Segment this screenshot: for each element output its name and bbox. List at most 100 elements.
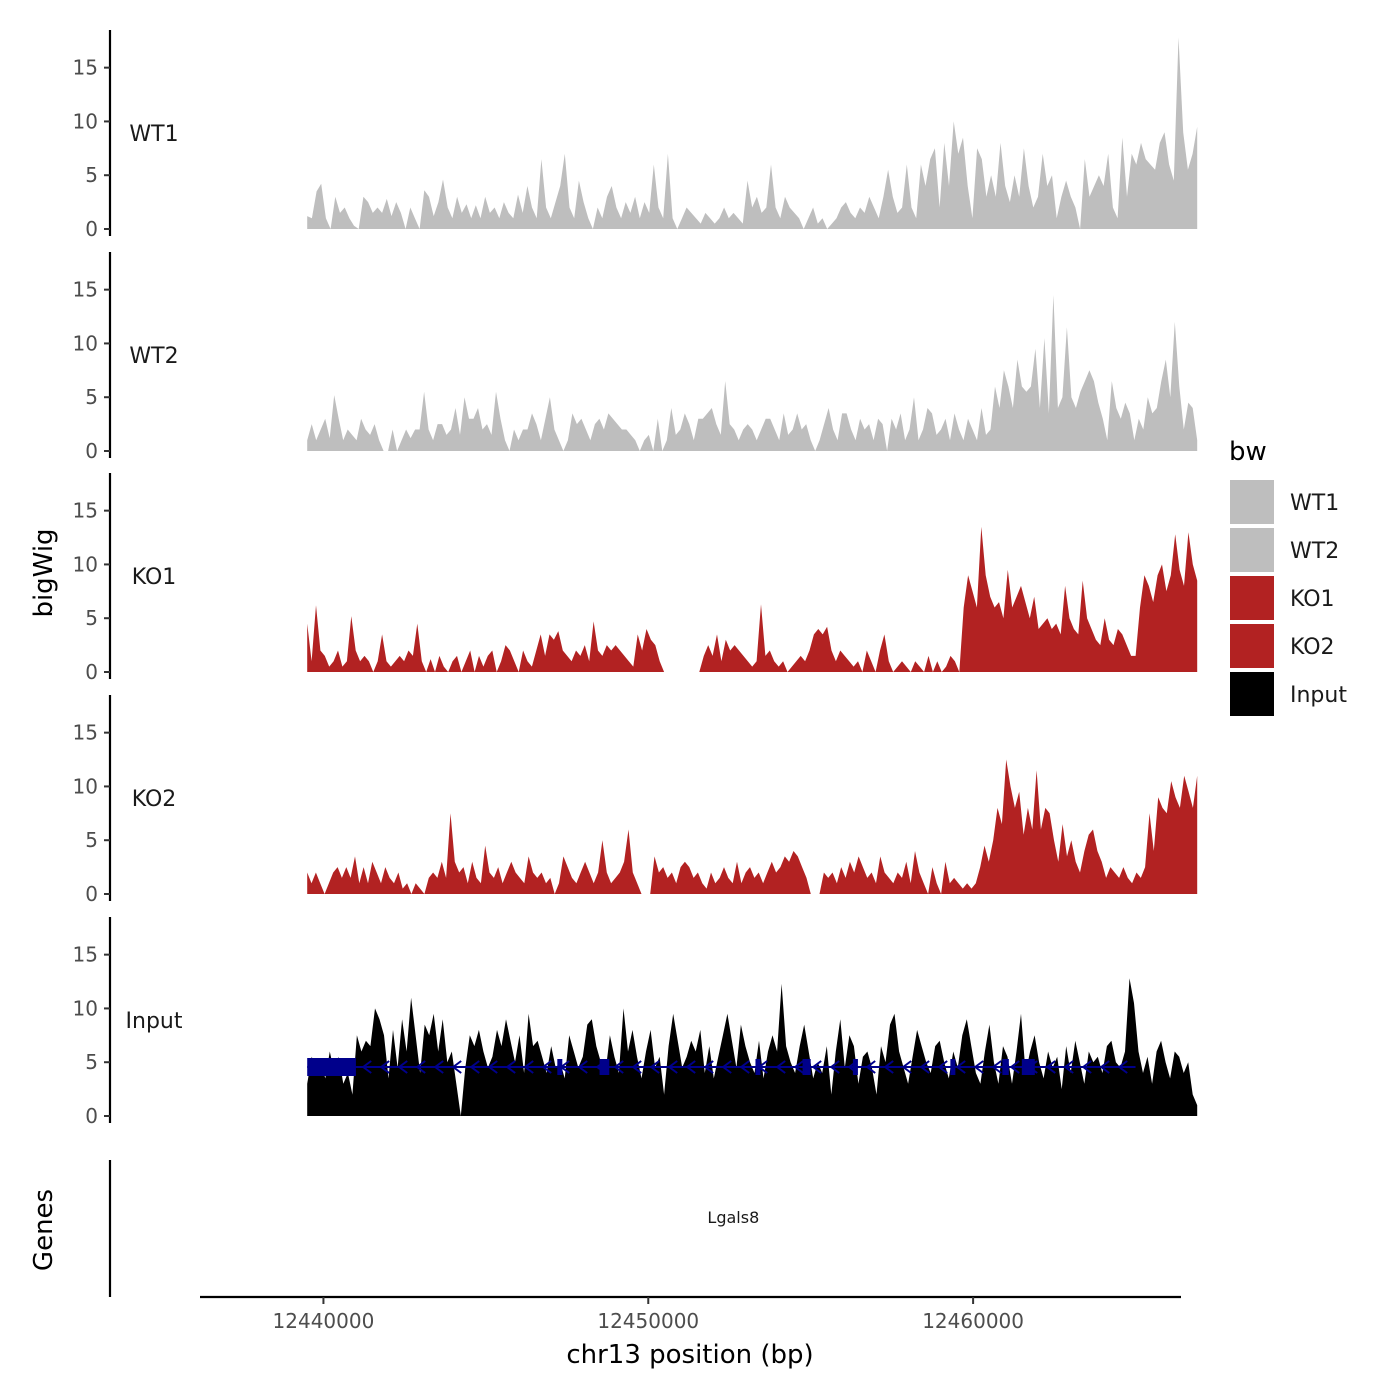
y-tick-label: 0: [85, 217, 98, 241]
y-tick-label: 15: [73, 56, 98, 80]
coverage-area-wt1: [307, 37, 1198, 229]
strand-arrow-icon: [469, 1060, 480, 1074]
strand-arrow-icon: [1081, 1060, 1092, 1074]
y-tick-label: 5: [85, 828, 98, 852]
strand-arrow-icon: [631, 1060, 642, 1074]
strand-arrow-icon: [919, 1060, 930, 1074]
gene-exon: [599, 1059, 610, 1075]
strand-arrow-icon: [865, 1060, 876, 1074]
track-label-wt2: WT2: [129, 344, 178, 369]
x-tick-label: 12460000: [922, 1309, 1024, 1333]
x-tick-label: 12440000: [273, 1309, 375, 1333]
y-tick-label: 0: [85, 439, 98, 463]
strand-arrow-icon: [613, 1060, 624, 1074]
coverage-area-ko2: [307, 759, 1198, 894]
legend: bw WT1 WT2 KO1 KO2 Input: [1229, 437, 1347, 716]
coverage-panels: 0 5 10 15 WT1 0 5 10 15 WT2 0 5 10 15 KO1 0 5 10 15 KO2 0 5 10…: [73, 30, 1198, 1128]
y-tick-label: 15: [73, 943, 98, 967]
track-label-wt1: WT1: [129, 122, 178, 147]
strand-arrow-icon: [1063, 1060, 1074, 1074]
genes-track-title: Genes: [29, 1189, 59, 1271]
strand-arrow-icon: [739, 1060, 750, 1074]
y-tick-label: 0: [85, 1104, 98, 1128]
y-tick-label: 0: [85, 660, 98, 684]
track-label-input: Input: [126, 1009, 183, 1034]
legend-label-wt2: WT2: [1290, 539, 1339, 564]
legend-key-ko2: [1230, 624, 1274, 668]
y-tick-label: 0: [85, 882, 98, 906]
y-tick-label: 10: [73, 774, 98, 798]
gene-exon: [307, 1058, 356, 1076]
strand-arrow-icon: [397, 1060, 408, 1074]
y-tick-label: 15: [73, 721, 98, 745]
y-axis-title: bigWig: [29, 528, 59, 617]
strand-arrow-icon: [937, 1060, 948, 1074]
gene-exon: [852, 1059, 858, 1075]
strand-arrow-icon: [811, 1060, 822, 1074]
strand-arrow-icon: [721, 1060, 732, 1074]
strand-arrow-icon: [433, 1060, 444, 1074]
legend-label-ko1: KO1: [1290, 587, 1335, 612]
y-tick-label: 15: [73, 278, 98, 302]
y-tick-label: 10: [73, 552, 98, 576]
panel-wt1: 0 5 10 15 WT1: [73, 30, 1198, 241]
strand-arrow-icon: [379, 1060, 390, 1074]
strand-arrow-icon: [577, 1060, 588, 1074]
strand-arrow-icon: [487, 1060, 498, 1074]
y-tick-label: 10: [73, 331, 98, 355]
strand-arrow-icon: [649, 1060, 660, 1074]
strand-arrow-icon: [973, 1060, 984, 1074]
coverage-area-wt2: [307, 295, 1198, 451]
legend-title: bw: [1229, 437, 1267, 467]
legend-label-input: Input: [1290, 683, 1347, 708]
strand-arrow-icon: [523, 1060, 534, 1074]
panel-input: 0 5 10 15 Input: [73, 917, 1198, 1128]
legend-key-input: [1230, 672, 1274, 716]
legend-label-ko2: KO2: [1290, 635, 1335, 660]
gene-exon: [557, 1059, 563, 1075]
gene-exon: [1021, 1059, 1035, 1075]
x-axis-title: chr13 position (bp): [566, 1340, 813, 1370]
legend-key-ko1: [1230, 576, 1274, 620]
panel-ko2: 0 5 10 15 KO2: [73, 695, 1198, 906]
x-axis: 12440000 12450000 12460000: [200, 1295, 1181, 1333]
gene-track: Lgals8: [108, 1058, 1136, 1297]
coverage-area-ko1: [307, 526, 1198, 672]
strand-arrow-icon: [1099, 1060, 1110, 1074]
strand-arrow-icon: [541, 1060, 552, 1074]
strand-arrow-icon: [703, 1060, 714, 1074]
y-tick-label: 5: [85, 606, 98, 630]
gene-exon: [1002, 1059, 1009, 1075]
gene-exon: [755, 1059, 761, 1075]
y-tick-label: 5: [85, 385, 98, 409]
legend-key-wt2: [1230, 528, 1274, 572]
strand-arrow-icon: [991, 1060, 1002, 1074]
strand-arrow-icon: [505, 1060, 516, 1074]
strand-arrow-icon: [901, 1060, 912, 1074]
strand-arrow-icon: [685, 1060, 696, 1074]
strand-arrow-icon: [1009, 1060, 1020, 1074]
track-label-ko2: KO2: [132, 787, 177, 812]
strand-arrow-icon: [829, 1060, 840, 1074]
strand-arrow-icon: [415, 1060, 426, 1074]
strand-arrow-icon: [667, 1060, 678, 1074]
gene-exon: [950, 1059, 956, 1075]
panel-ko1: 0 5 10 15 KO1: [73, 473, 1198, 684]
strand-arrow-icon: [1117, 1060, 1128, 1074]
track-label-ko1: KO1: [132, 565, 177, 590]
strand-arrow-icon: [361, 1060, 372, 1074]
strand-arrow-icon: [775, 1060, 786, 1074]
strand-arrow-icon: [793, 1060, 804, 1074]
panel-wt2: 0 5 10 15 WT2: [73, 252, 1198, 463]
strand-arrow-icon: [451, 1060, 462, 1074]
coverage-area-input: [307, 978, 1198, 1116]
y-tick-label: 10: [73, 996, 98, 1020]
strand-arrow-icon: [1045, 1060, 1056, 1074]
x-tick-label: 12450000: [597, 1309, 699, 1333]
strand-arrow-icon: [955, 1060, 966, 1074]
strand-arrow-icon: [883, 1060, 894, 1074]
y-tick-label: 5: [85, 1050, 98, 1074]
y-tick-label: 10: [73, 109, 98, 133]
y-tick-label: 5: [85, 163, 98, 187]
